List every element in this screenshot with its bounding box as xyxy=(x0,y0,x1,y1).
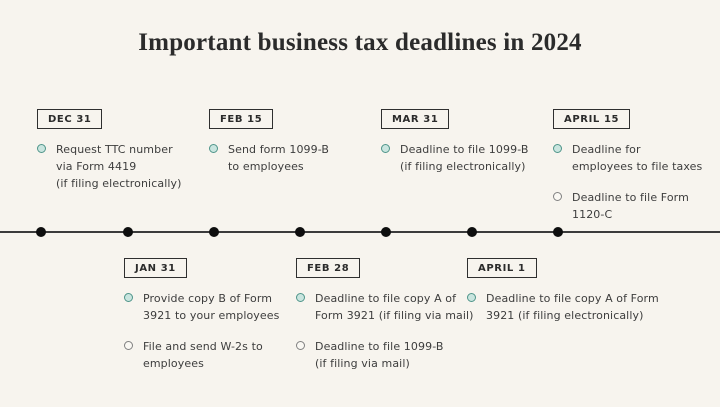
date-badge: APRIL 1 xyxy=(467,258,537,278)
deadline-list: Deadline to file 1099-B (if filing elect… xyxy=(381,141,529,175)
timeline-dot xyxy=(295,227,305,237)
date-label: JAN 31 xyxy=(135,263,176,274)
bullet-circle-icon xyxy=(467,293,476,302)
date-label: APRIL 1 xyxy=(478,263,526,274)
deadline-item: Deadline for employees to file taxes xyxy=(553,141,702,175)
timeline-dot xyxy=(123,227,133,237)
bullet-circle-icon xyxy=(553,192,562,201)
date-label: MAR 31 xyxy=(392,114,439,125)
date-label: FEB 28 xyxy=(307,263,350,274)
timeline-line xyxy=(0,231,720,233)
bullet-circle-icon xyxy=(124,293,133,302)
event-feb-28: FEB 28 Deadline to file copy A of Form 3… xyxy=(296,256,474,386)
deadline-item: Deadline to file copy A of Form 3921 (if… xyxy=(296,290,474,324)
deadline-item: File and send W-2s to employees xyxy=(124,338,280,372)
deadline-text: Deadline to file Form 1120-C xyxy=(572,191,689,221)
deadline-list: Provide copy B of Form 3921 to your empl… xyxy=(124,290,280,372)
event-dec-31: DEC 31 Request TTC number via Form 4419 … xyxy=(37,107,182,206)
event-feb-15: FEB 15 Send form 1099-B to employees xyxy=(209,107,329,189)
bullet-circle-icon xyxy=(296,293,305,302)
date-badge: APRIL 15 xyxy=(553,109,631,129)
timeline-dot xyxy=(381,227,391,237)
bullet-circle-icon xyxy=(296,341,305,350)
deadline-text: Deadline to file 1099-B (if filing elect… xyxy=(400,143,529,173)
page-title: Important business tax deadlines in 2024 xyxy=(138,29,582,56)
date-badge: MAR 31 xyxy=(381,109,450,129)
timeline-dot xyxy=(553,227,563,237)
deadline-item: Deadline to file copy A of Form 3921 (if… xyxy=(467,290,659,324)
bullet-circle-icon xyxy=(209,144,218,153)
bullet-circle-icon xyxy=(124,341,133,350)
deadline-list: Send form 1099-B to employees xyxy=(209,141,329,175)
date-label: DEC 31 xyxy=(48,114,92,125)
deadline-item: Deadline to file 1099-B (if filing elect… xyxy=(381,141,529,175)
event-mar-31: MAR 31 Deadline to file 1099-B (if filin… xyxy=(381,107,529,189)
deadline-text: Deadline for employees to file taxes xyxy=(572,143,703,173)
deadline-text: Deadline to file copy A of Form 3921 (if… xyxy=(315,292,474,322)
bullet-circle-icon xyxy=(553,144,562,153)
timeline-dot xyxy=(36,227,46,237)
deadline-item: Send form 1099-B to employees xyxy=(209,141,329,175)
date-label: APRIL 15 xyxy=(564,114,620,125)
deadline-item: Provide copy B of Form 3921 to your empl… xyxy=(124,290,280,324)
deadline-list: Deadline for employees to file taxes Dea… xyxy=(553,141,702,223)
deadline-text: Provide copy B of Form 3921 to your empl… xyxy=(143,292,280,322)
deadline-text: Deadline to file 1099-B (if filing via m… xyxy=(315,340,444,370)
deadline-item: Deadline to file Form 1120-C xyxy=(553,189,702,223)
deadline-item: Request TTC number via Form 4419 (if fil… xyxy=(37,141,182,192)
date-label: FEB 15 xyxy=(220,114,263,125)
date-badge: FEB 15 xyxy=(209,109,274,129)
deadline-text: File and send W-2s to employees xyxy=(143,340,263,370)
timeline-dot xyxy=(467,227,477,237)
deadline-text: Deadline to file copy A of Form 3921 (if… xyxy=(486,292,659,322)
date-badge: JAN 31 xyxy=(124,258,187,278)
bullet-circle-icon xyxy=(37,144,46,153)
date-badge: FEB 28 xyxy=(296,258,361,278)
deadline-text: Request TTC number via Form 4419 (if fil… xyxy=(56,143,182,190)
event-jan-31: JAN 31 Provide copy B of Form 3921 to yo… xyxy=(124,256,280,386)
deadline-item: Deadline to file 1099-B (if filing via m… xyxy=(296,338,474,372)
event-april-1: APRIL 1 Deadline to file copy A of Form … xyxy=(467,256,659,338)
deadline-list: Deadline to file copy A of Form 3921 (if… xyxy=(467,290,659,324)
deadline-list: Request TTC number via Form 4419 (if fil… xyxy=(37,141,182,192)
deadline-text: Send form 1099-B to employees xyxy=(228,143,330,173)
date-badge: DEC 31 xyxy=(37,109,103,129)
bullet-circle-icon xyxy=(381,144,390,153)
timeline-dot xyxy=(209,227,219,237)
event-april-15: APRIL 15 Deadline for employees to file … xyxy=(553,107,702,237)
deadline-list: Deadline to file copy A of Form 3921 (if… xyxy=(296,290,474,372)
